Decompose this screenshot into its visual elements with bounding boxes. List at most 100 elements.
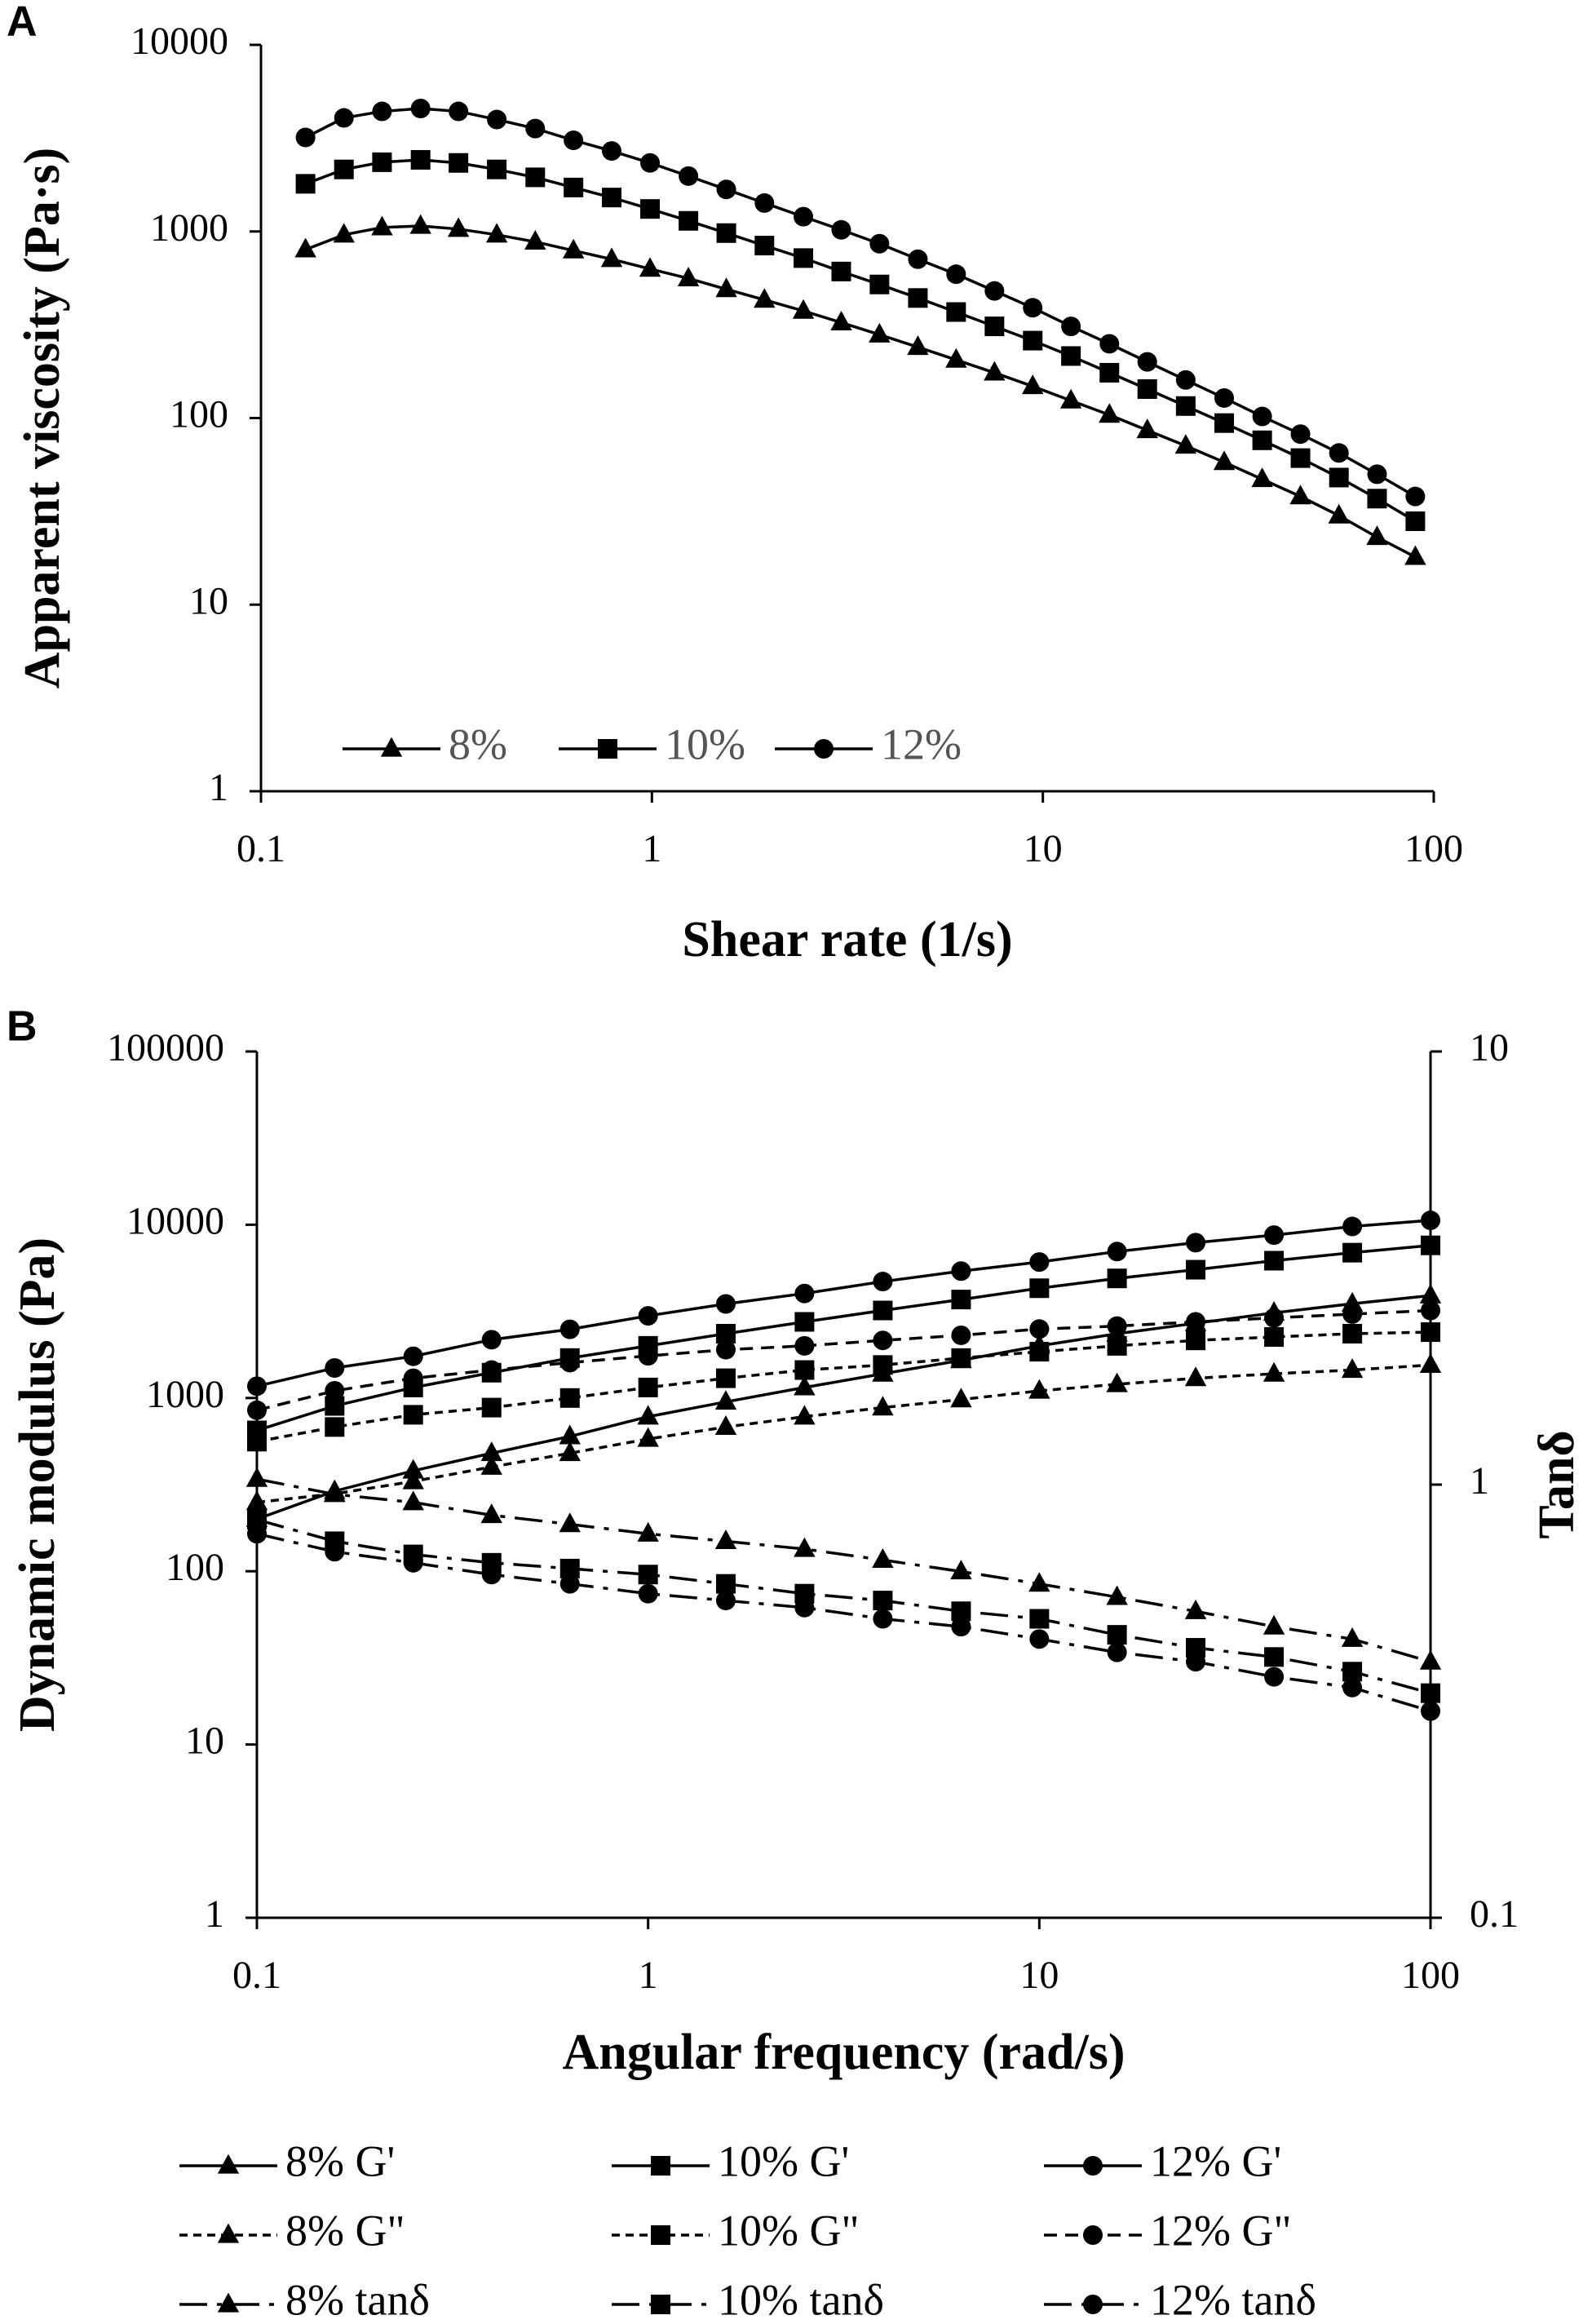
marker [638, 1565, 658, 1585]
marker [873, 1591, 893, 1611]
marker [480, 1503, 502, 1524]
marker [715, 1339, 736, 1360]
marker [1029, 1609, 1050, 1629]
marker [1419, 1352, 1442, 1373]
marker [487, 159, 507, 179]
marker [869, 322, 891, 343]
marker [564, 130, 584, 150]
marker [1366, 525, 1388, 546]
marker [1029, 1252, 1050, 1273]
marker [951, 1290, 971, 1310]
y-tick-label: 1 [209, 766, 228, 809]
legend-marker [1083, 2156, 1103, 2176]
marker [1186, 1330, 1206, 1351]
legend-marker [651, 2295, 670, 2314]
marker [1137, 378, 1157, 399]
marker [951, 1348, 971, 1368]
marker [907, 335, 929, 356]
marker [908, 288, 928, 308]
marker [409, 214, 431, 234]
marker [1186, 1233, 1206, 1253]
marker [1341, 1358, 1364, 1379]
marker [639, 257, 661, 277]
marker [1421, 1211, 1440, 1231]
x-tick-label: 100 [1401, 1954, 1460, 1997]
marker [794, 206, 814, 227]
marker [638, 1346, 658, 1366]
x-tick-label: 1 [639, 1954, 658, 1997]
marker [449, 153, 469, 173]
marker [1029, 1278, 1050, 1299]
legend-marker [598, 739, 617, 759]
marker [640, 153, 661, 173]
x-axis-title: Angular frequency (rad/s) [562, 2025, 1125, 2080]
marker [247, 1524, 267, 1544]
marker [869, 233, 890, 254]
marker [1184, 1599, 1207, 1619]
marker [1175, 370, 1196, 390]
series-line [256, 1477, 1431, 1663]
marker [1023, 298, 1043, 318]
legend-marker [1083, 2225, 1103, 2245]
y-axis-title: Dynamic modulus (Pa) [10, 1237, 65, 1732]
marker [869, 274, 890, 294]
marker [1029, 1629, 1050, 1649]
marker [559, 1441, 581, 1462]
marker [1264, 1667, 1285, 1687]
y-tick-label: 100 [166, 1546, 224, 1589]
marker [1421, 1701, 1440, 1721]
marker [638, 1583, 658, 1604]
marker [402, 1459, 424, 1479]
legend-label: 10% G" [718, 2206, 860, 2255]
marker [1341, 1627, 1364, 1647]
marker [1421, 1300, 1440, 1321]
y2-tick-label: 10 [1470, 1026, 1509, 1069]
marker [1186, 1312, 1206, 1332]
marker [1264, 1326, 1285, 1347]
marker [333, 223, 355, 243]
series-line [256, 1532, 1431, 1713]
marker [601, 188, 621, 208]
x-tick-label: 0.1 [232, 1954, 281, 1997]
marker [830, 311, 852, 331]
y-tick-label: 10000 [130, 20, 228, 63]
marker [334, 108, 354, 128]
marker [1136, 418, 1158, 439]
marker [1419, 1283, 1442, 1304]
marker [1061, 317, 1081, 337]
marker [946, 264, 966, 285]
marker [754, 236, 775, 256]
marker [1184, 1366, 1207, 1387]
legend-label: 8% tanδ [285, 2275, 430, 2324]
marker [1107, 1268, 1127, 1289]
marker [714, 1390, 737, 1410]
marker [1107, 1316, 1127, 1336]
marker [872, 1396, 894, 1416]
marker [402, 1469, 424, 1490]
series-line [304, 107, 1417, 498]
y-tick-label: 10 [189, 579, 228, 622]
marker [1264, 1308, 1285, 1328]
marker [559, 1319, 580, 1339]
marker [564, 177, 584, 197]
marker [559, 1424, 581, 1445]
marker [873, 1609, 893, 1629]
marker [480, 1441, 502, 1462]
marker [794, 1597, 815, 1618]
marker [1186, 1259, 1206, 1280]
marker [1023, 330, 1043, 351]
marker [559, 1574, 580, 1594]
marker [295, 127, 316, 148]
x-tick-label: 0.1 [237, 827, 285, 870]
legend-marker [217, 2154, 240, 2174]
panel-label: B [7, 1003, 38, 1051]
marker [794, 1375, 816, 1396]
marker [754, 288, 776, 308]
marker [1404, 545, 1426, 565]
marker [325, 1417, 345, 1437]
series-line [256, 1363, 1431, 1504]
marker [372, 152, 392, 172]
marker [559, 1352, 580, 1373]
marker [449, 101, 469, 122]
panel-label: A [7, 0, 38, 46]
